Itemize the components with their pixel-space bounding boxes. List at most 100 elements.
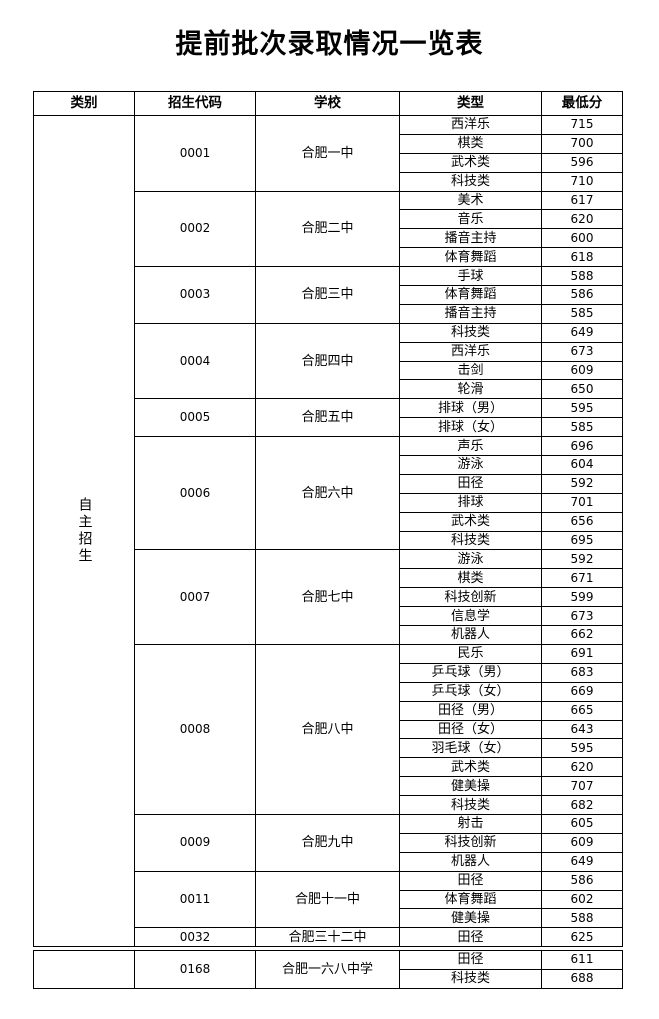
type-cell: 美术 <box>399 190 542 211</box>
min-score-cell: 609 <box>541 832 623 853</box>
min-score-cell: 710 <box>541 171 623 192</box>
min-score-cell: 656 <box>541 511 623 532</box>
type-cell: 西洋乐 <box>399 341 542 362</box>
min-score-cell: 596 <box>541 152 623 173</box>
table-header-row: 类别 招生代码 学校 类型 最低分 <box>33 91 623 116</box>
type-cell: 棋类 <box>399 133 542 154</box>
code-cell: 0007 <box>134 549 256 645</box>
min-score-cell: 586 <box>541 870 623 891</box>
type-cell: 健美操 <box>399 776 542 797</box>
header-school: 学校 <box>255 91 400 116</box>
type-cell: 游泳 <box>399 455 542 475</box>
min-score-cell: 605 <box>541 813 623 834</box>
code-cell: 0004 <box>134 322 256 400</box>
min-score-cell: 617 <box>541 190 623 211</box>
min-score-cell: 649 <box>541 851 623 872</box>
page-title: 提前批次录取情况一览表 <box>175 29 484 60</box>
min-score-cell: 600 <box>541 228 623 249</box>
min-score-cell: 620 <box>541 209 623 230</box>
min-score-cell: 688 <box>541 968 623 989</box>
table-row: 0011 合肥十一中 田径 586 <box>34 870 623 929</box>
type-cell: 棋类 <box>399 568 542 589</box>
min-score-cell: 662 <box>541 625 623 645</box>
table-row: 0005 合肥五中 排球（男） 595 <box>34 398 623 438</box>
table-row: 音乐 620 <box>34 209 623 230</box>
table-row: 排球（女） 585 <box>34 417 623 438</box>
code-cell: 0009 <box>134 813 256 872</box>
table-row: 自主招生 0001 合肥一中 西洋乐 715 <box>33 114 623 948</box>
table-row: 田径 592 <box>34 473 623 494</box>
table-row: 机器人 662 <box>34 625 623 645</box>
header-category: 类别 <box>33 91 135 116</box>
type-cell: 田径（男） <box>399 700 542 721</box>
type-cell: 射击 <box>399 813 542 834</box>
code-cell: 0011 <box>134 870 256 929</box>
category-cell <box>33 950 135 989</box>
code-cell: 0006 <box>134 436 256 551</box>
min-score-cell: 696 <box>541 436 623 457</box>
type-cell: 机器人 <box>399 625 542 645</box>
min-score-cell: 673 <box>541 606 623 627</box>
type-cell: 田径 <box>399 950 542 970</box>
school-cell: 合肥三十二中 <box>255 927 400 948</box>
type-cell: 田径（女） <box>399 719 542 740</box>
table-row: 体育舞蹈 618 <box>34 247 623 268</box>
type-cell: 民乐 <box>399 643 542 664</box>
table-row: 科技类 710 <box>34 171 623 192</box>
type-cell: 科技创新 <box>399 832 542 853</box>
code-cell: 0003 <box>134 266 256 324</box>
school-cell: 合肥八中 <box>255 643 400 815</box>
table-row: 播音主持 585 <box>34 303 623 324</box>
min-score-cell: 700 <box>541 133 623 154</box>
min-score-cell: 707 <box>541 776 623 797</box>
min-score-cell: 665 <box>541 700 623 721</box>
type-cell: 体育舞蹈 <box>399 285 542 305</box>
min-score-cell: 611 <box>541 950 623 970</box>
type-cell: 科技类 <box>399 968 542 989</box>
table-row: 0168 合肥一六八中学 田径 611 <box>33 950 623 989</box>
type-cell: 手球 <box>399 266 542 287</box>
table-row: 田径（女） 643 <box>34 719 623 740</box>
min-score-cell: 625 <box>541 927 623 948</box>
table-row: 信息学 673 <box>34 606 623 627</box>
type-cell: 科技创新 <box>399 587 542 608</box>
type-cell: 体育舞蹈 <box>399 247 542 268</box>
min-score-cell: 649 <box>541 322 623 343</box>
school-cell: 合肥三中 <box>255 266 400 324</box>
header-min-score: 最低分 <box>541 91 623 116</box>
min-score-cell: 599 <box>541 587 623 608</box>
min-score-cell: 673 <box>541 341 623 362</box>
type-cell: 科技类 <box>399 171 542 192</box>
header-code: 招生代码 <box>134 91 256 116</box>
table-row: 击剑 609 <box>34 360 623 381</box>
min-score-cell: 602 <box>541 889 623 910</box>
school-cell: 合肥十一中 <box>255 870 400 929</box>
school-cell: 合肥一中 <box>255 115 400 192</box>
table-row: 科技类 695 <box>34 530 623 551</box>
type-cell: 排球（女） <box>399 417 542 438</box>
type-cell: 击剑 <box>399 360 542 381</box>
type-cell: 乒乓球（女） <box>399 681 542 702</box>
type-cell: 羽毛球（女） <box>399 738 542 759</box>
type-cell: 音乐 <box>399 209 542 230</box>
table-row: 健美操 588 <box>34 908 623 929</box>
type-cell: 西洋乐 <box>399 115 542 135</box>
table-row: 0008 合肥八中 民乐 691 <box>34 643 623 815</box>
min-score-cell: 585 <box>541 303 623 324</box>
type-cell: 排球 <box>399 492 542 513</box>
table-row: 0004 合肥四中 科技类 649 <box>34 322 623 400</box>
table-row: 0002 合肥二中 美术 617 <box>34 190 623 268</box>
school-cell: 合肥七中 <box>255 549 400 645</box>
min-score-cell: 588 <box>541 266 623 287</box>
min-score-cell: 620 <box>541 757 623 778</box>
min-score-cell: 595 <box>541 738 623 759</box>
min-score-cell: 618 <box>541 247 623 268</box>
table-row: 0006 合肥六中 声乐 696 <box>34 436 623 551</box>
type-cell: 田径 <box>399 473 542 494</box>
type-cell: 播音主持 <box>399 228 542 249</box>
table-row: 0009 合肥九中 射击 605 <box>34 813 623 872</box>
admission-table: 类别 招生代码 学校 类型 最低分 自主招生 0001 合肥一中 西洋乐 715 棋类 70… <box>33 91 623 948</box>
type-cell: 声乐 <box>399 436 542 457</box>
type-cell: 信息学 <box>399 606 542 627</box>
type-cell: 田径 <box>399 927 542 948</box>
